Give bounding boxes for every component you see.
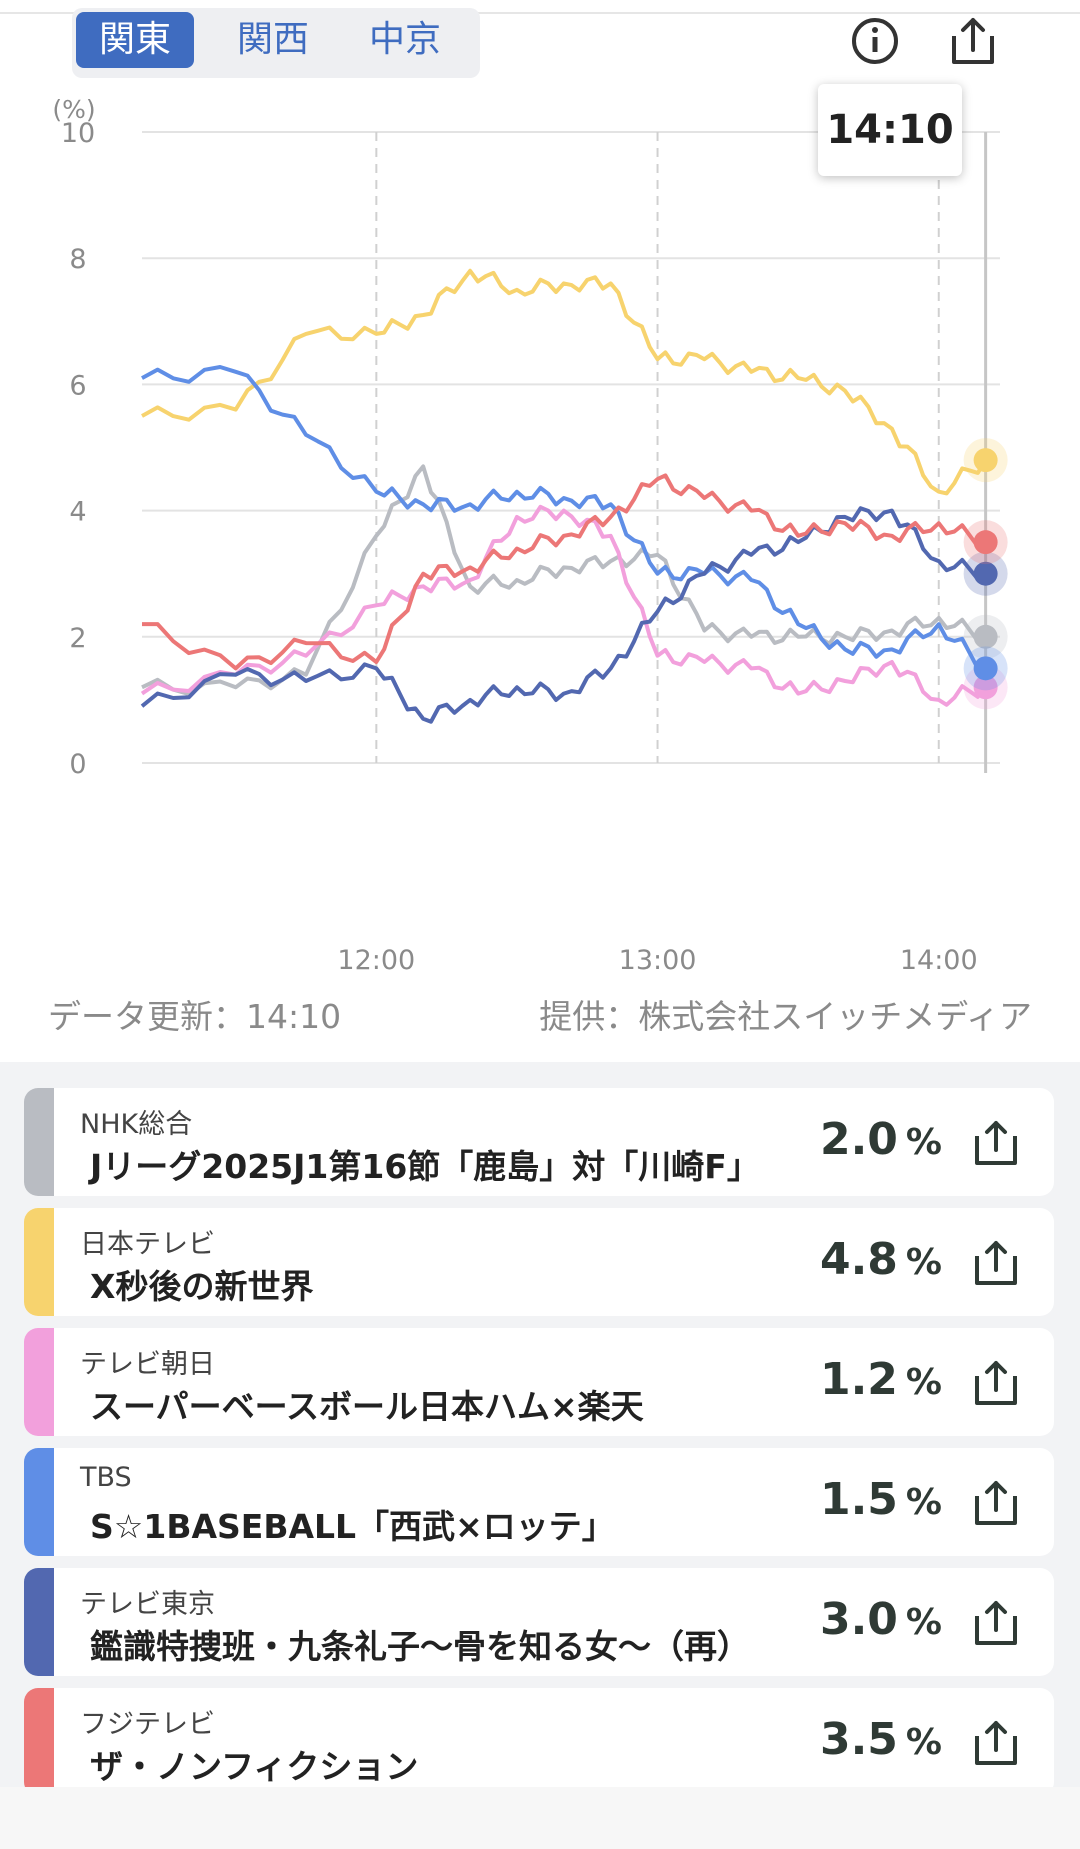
rating-value: 1.5% [820, 1474, 942, 1525]
rating-unit: % [905, 1122, 942, 1163]
program-card[interactable]: テレビ朝日スーパーベースボール日本ハム×楽天 1.2% [24, 1328, 1054, 1436]
rating-number: 3.0 [819, 1594, 898, 1645]
y-tick-label: 4 [69, 497, 86, 528]
program-card[interactable]: フジテレビザ・ノンフィクション 3.5% [24, 1688, 1054, 1796]
rating-unit: % [905, 1602, 942, 1643]
program-title: Jリーグ2025J1第16節「鹿島」対「川崎F」 [90, 1147, 760, 1186]
y-tick-label: 0 [69, 749, 86, 780]
program-title: ザ・ノンフィクション [90, 1747, 419, 1786]
x-tick-label: 13:00 [619, 945, 697, 970]
program-card[interactable]: NHK総合 Jリーグ2025J1第16節「鹿島」対「川崎F」 2.0% [24, 1088, 1054, 1196]
rating-number: 4.8 [819, 1234, 898, 1285]
tab-kansai[interactable]: 関西 [236, 19, 309, 60]
rating-unit: % [905, 1722, 942, 1763]
series-end-dot [973, 675, 998, 700]
station-color-bar [24, 1208, 54, 1316]
series-end-dot [973, 561, 998, 586]
y-axis-unit: (%) [52, 95, 95, 124]
station-color-bar [24, 1328, 54, 1436]
y-tick-label: 6 [69, 370, 86, 401]
tab-kanto[interactable]: 関東 [76, 12, 194, 68]
program-card[interactable]: 日本テレビ X秒後の新世界 4.8% [24, 1208, 1054, 1316]
time-tooltip: 14:10 [818, 84, 962, 176]
station-color-bar [24, 1448, 54, 1556]
station-name: 日本テレビ [80, 1229, 215, 1260]
info-icon[interactable] [846, 12, 904, 70]
series-end-dot [973, 530, 998, 555]
share-icon[interactable] [972, 1718, 1020, 1768]
rating-value: 4.8% [820, 1234, 942, 1285]
program-card[interactable]: TBS S☆1BASEBALL「西武×ロッテ」 1.5% [24, 1448, 1054, 1556]
station-color-bar [24, 1688, 54, 1796]
series-end-dot [973, 624, 998, 649]
station-color-bar [24, 1568, 54, 1676]
system-nav-bar [0, 1787, 1080, 1849]
rating-unit: % [905, 1242, 942, 1283]
provider-label: 提供：株式会社スイッチメディア [539, 997, 1032, 1036]
program-title: スーパーベースボール日本ハム×楽天 [90, 1387, 644, 1426]
program-card[interactable]: テレビ東京鑑識特捜班・九条礼子～骨を知る女～（再） 3.0% [24, 1568, 1054, 1676]
series-line [141, 365, 986, 671]
share-icon[interactable] [944, 12, 1002, 70]
station-name: テレビ東京 [80, 1589, 215, 1620]
rating-value: 2.0% [820, 1114, 942, 1165]
station-name: テレビ朝日 [80, 1349, 215, 1380]
series-end-dot [973, 448, 998, 473]
series-line [140, 504, 988, 707]
rating-number: 2.0 [819, 1114, 898, 1165]
station-color-bar [24, 1088, 54, 1196]
series-line [141, 473, 987, 671]
ratings-line-chart[interactable]: 0 2 4 6 8 10(%) 12:00 13:00 14:00 [0, 90, 1080, 970]
rating-number: 1.5 [819, 1474, 898, 1525]
x-tick-label: 14:00 [900, 945, 978, 970]
region-tab-group: 関東 関西 中京 [72, 8, 480, 78]
share-icon[interactable] [972, 1238, 1020, 1288]
rating-unit: % [905, 1482, 942, 1523]
rating-value: 3.0% [820, 1594, 942, 1645]
share-icon[interactable] [972, 1118, 1020, 1168]
tab-chukyo[interactable]: 中京 [368, 19, 441, 60]
share-icon[interactable] [972, 1478, 1020, 1528]
y-tick-label: 2 [69, 623, 86, 654]
rating-value: 3.5% [820, 1714, 942, 1765]
rating-value: 1.2% [820, 1354, 942, 1405]
x-tick-label: 12:00 [337, 945, 415, 970]
rating-number: 3.5 [819, 1714, 898, 1765]
program-title: 鑑識特捜班・九条礼子～骨を知る女～（再） [90, 1627, 750, 1666]
series-line [141, 268, 988, 496]
y-tick-label: 10 [61, 118, 95, 149]
rating-unit: % [905, 1362, 942, 1403]
share-icon[interactable] [972, 1598, 1020, 1648]
rating-number: 1.2 [819, 1354, 898, 1405]
station-name: フジテレビ [80, 1709, 215, 1740]
program-title: S☆1BASEBALL「西武×ロッテ」 [90, 1507, 615, 1546]
y-tick-label: 8 [69, 244, 86, 275]
program-title: X秒後の新世界 [90, 1267, 314, 1306]
series-line [141, 464, 987, 697]
series-end-dot [973, 656, 998, 681]
station-name: NHK総合 [80, 1109, 193, 1140]
share-icon[interactable] [972, 1358, 1020, 1408]
station-name: TBS [80, 1462, 132, 1493]
series-line [140, 506, 987, 724]
data-updated-label: データ更新：14:10 [48, 997, 342, 1036]
